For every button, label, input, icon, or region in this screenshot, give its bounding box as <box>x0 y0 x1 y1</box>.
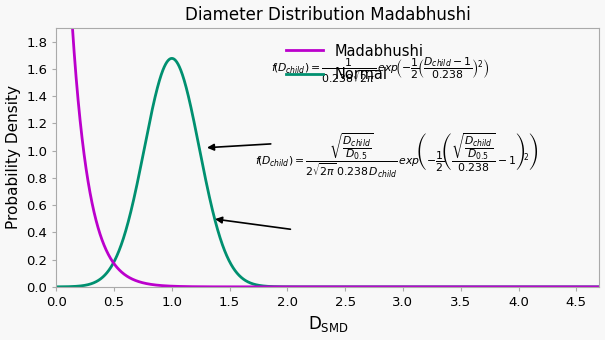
Text: $f\!\left(D_{child}\right)=\dfrac{\sqrt{\dfrac{D_{child}}{D_{0.5}}}}{2\sqrt{2\pi: $f\!\left(D_{child}\right)=\dfrac{\sqrt{… <box>255 132 538 180</box>
Y-axis label: Probability Density: Probability Density <box>5 85 21 230</box>
X-axis label: D$_{\mathrm{SMD}}$: D$_{\mathrm{SMD}}$ <box>307 314 348 335</box>
Text: $f\!\left(D_{child}\right)=\dfrac{1}{0.238\sqrt{2\pi}}\,exp\!\left(-\dfrac{1}{2}: $f\!\left(D_{child}\right)=\dfrac{1}{0.2… <box>271 55 489 85</box>
Title: Diameter Distribution Madabhushi: Diameter Distribution Madabhushi <box>185 5 471 23</box>
Legend: Madabhushi, Normal: Madabhushi, Normal <box>280 38 429 88</box>
